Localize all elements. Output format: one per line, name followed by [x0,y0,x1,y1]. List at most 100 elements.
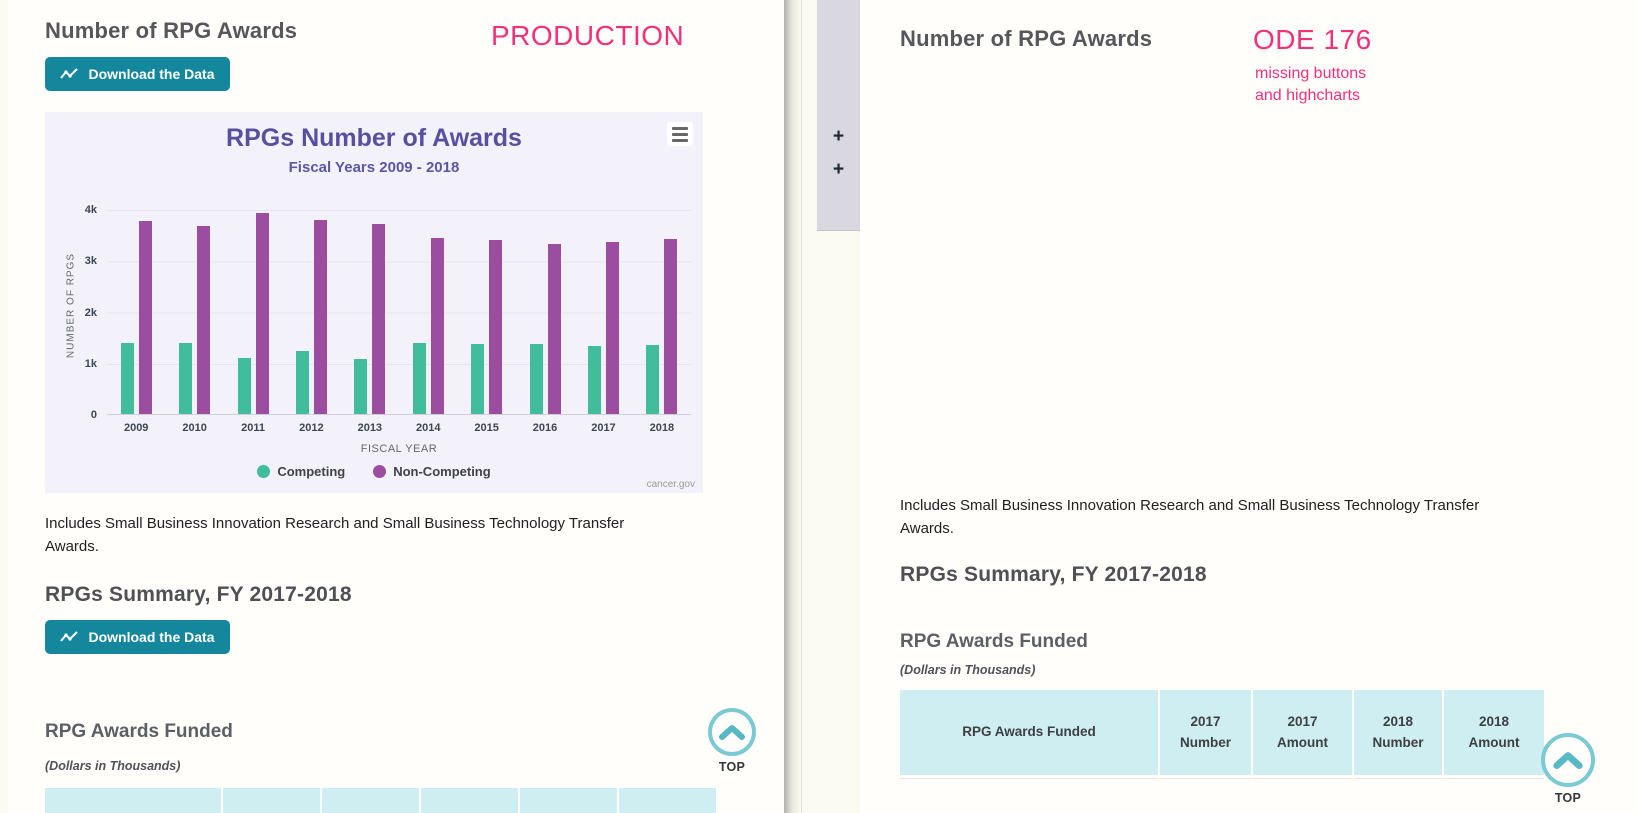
legend-dot [373,465,387,478]
bar-group-2015 [457,210,515,414]
bar-group-2016 [516,210,574,414]
chart-title: RPGs Number of Awards [226,124,522,152]
table-header-cell [421,788,518,813]
table-header-cell [45,788,221,813]
x-tick-label: 2017 [591,422,616,434]
ode-annotation: ODE 176 [1253,24,1372,55]
chart-legend: Competing Non-Competing [45,464,703,479]
page-title: Number of RPG Awards [900,26,1153,51]
line-chart-icon [60,68,79,79]
download-button-label: Download the Data [88,66,215,82]
x-tick-label: 2013 [357,422,383,434]
zoom-in-button-bottom[interactable]: + [832,159,845,180]
chart-plot-area [107,210,691,415]
bar-competing-2017[interactable] [587,346,601,414]
chevron-up-icon [719,725,745,740]
rpg-awards-chart: RPGs Number of Awards Fiscal Years 2009 … [45,112,703,493]
production-pane: Number of RPG Awards PRODUCTION Download… [8,0,784,813]
back-to-top-button[interactable]: TOP [703,708,761,774]
bar-non-competing-2011[interactable] [255,213,269,414]
rpgs-summary-heading: RPGs Summary, FY 2017-2018 [900,563,1207,586]
bar-non-competing-2014[interactable] [430,238,444,414]
download-button-label: Download the Data [88,629,215,645]
pane-edge-shadow [784,0,800,813]
bar-competing-2012[interactable] [295,351,309,414]
bar-non-competing-2017[interactable] [605,242,619,414]
sbir-note: Includes Small Business Innovation Resea… [45,515,625,555]
top-label: TOP [1554,791,1582,805]
bar-group-2014 [399,210,457,414]
zoom-toolbar: + + [817,0,860,231]
x-tick-label: 2012 [299,422,324,434]
production-annotation: PRODUCTION [491,20,685,51]
table-header-cell [520,788,617,813]
bar-competing-2013[interactable] [354,359,368,414]
legend-item-non-competing[interactable]: Non-Competing [373,464,491,479]
table-header-cell [619,788,716,813]
table-header-2017-number: 2017 Number [1160,690,1251,775]
rpg-table-header-row [45,788,716,813]
table-header-funded: RPG Awards Funded [900,690,1158,775]
bar-group-2011 [224,210,282,414]
bar-non-competing-2010[interactable] [197,226,211,414]
rpg-table-header-row: RPG Awards Funded 2017 Number 2017 Amoun… [900,690,1544,775]
bar-competing-2018[interactable] [646,345,660,414]
legend-item-competing[interactable]: Competing [257,464,345,479]
zoom-in-button-top[interactable]: + [832,126,845,147]
line-chart-icon [60,631,79,642]
bar-group-2018 [633,210,691,414]
ode-note: missing buttons and highcharts [1255,63,1366,107]
divider-line [801,0,802,813]
chart-bars [107,210,691,414]
top-label: TOP [718,760,746,774]
table-header-cell [322,788,419,813]
bar-competing-2011[interactable] [237,358,251,414]
bar-group-2012 [282,210,340,414]
x-tick-label: 2015 [474,422,499,434]
x-tick-label: 2018 [649,422,675,434]
bar-group-2010 [165,210,223,414]
dollars-in-thousands: (Dollars in Thousands) [900,663,1036,677]
bar-non-competing-2013[interactable] [372,224,386,414]
download-data-button[interactable]: Download the Data [45,57,230,91]
rpg-table-row [900,778,1544,813]
bar-competing-2016[interactable] [529,344,543,414]
chart-credit: cancer.gov [646,479,695,490]
x-axis-title: FISCAL YEAR [360,443,438,455]
legend-dot [257,465,271,478]
bar-competing-2014[interactable] [412,343,426,414]
sbir-note: Includes Small Business Innovation Resea… [900,497,1480,537]
y-tick-label: 2k [84,306,97,319]
x-axis-labels: 2009 2010 2011 2012 2013 2014 2015 2016 2017 2018 [107,422,691,434]
table-header-cell [223,788,320,813]
x-tick-label: 2011 [241,422,265,434]
bar-non-competing-2018[interactable] [664,239,678,414]
bar-non-competing-2012[interactable] [313,220,327,414]
rpgs-summary-heading: RPGs Summary, FY 2017-2018 [45,583,352,606]
x-tick-label: 2014 [415,422,441,434]
bar-non-competing-2015[interactable] [489,240,503,414]
back-to-top-button[interactable]: TOP [1538,733,1598,805]
table-header-2017-amount: 2017 Amount [1253,690,1352,775]
x-tick-label: 2016 [532,422,558,434]
chart-context-menu-icon[interactable] [667,122,693,146]
bar-competing-2010[interactable] [179,343,193,414]
bar-non-competing-2016[interactable] [547,244,561,414]
bar-non-competing-2009[interactable] [138,221,152,414]
x-tick-label: 2009 [123,422,149,434]
bar-competing-2009[interactable] [120,343,134,414]
download-data-button-2[interactable]: Download the Data [45,620,230,654]
bar-group-2017 [574,210,632,414]
chevron-up-icon [1553,752,1583,769]
y-tick-label: 1k [84,357,97,370]
ode-note-line2: and highcharts [1255,87,1360,104]
ode-pane: Number of RPG Awards ODE 176 missing but… [860,0,1637,813]
y-tick-label: 0 [90,409,97,421]
page-title: Number of RPG Awards [45,18,298,43]
dollars-in-thousands: (Dollars in Thousands) [45,759,181,773]
bar-group-2009 [107,210,165,414]
bar-competing-2015[interactable] [471,344,485,414]
bar-group-2013 [341,210,399,414]
rpg-awards-funded-heading: RPG Awards Funded [900,631,1088,652]
y-tick-label: 4k [84,204,97,216]
